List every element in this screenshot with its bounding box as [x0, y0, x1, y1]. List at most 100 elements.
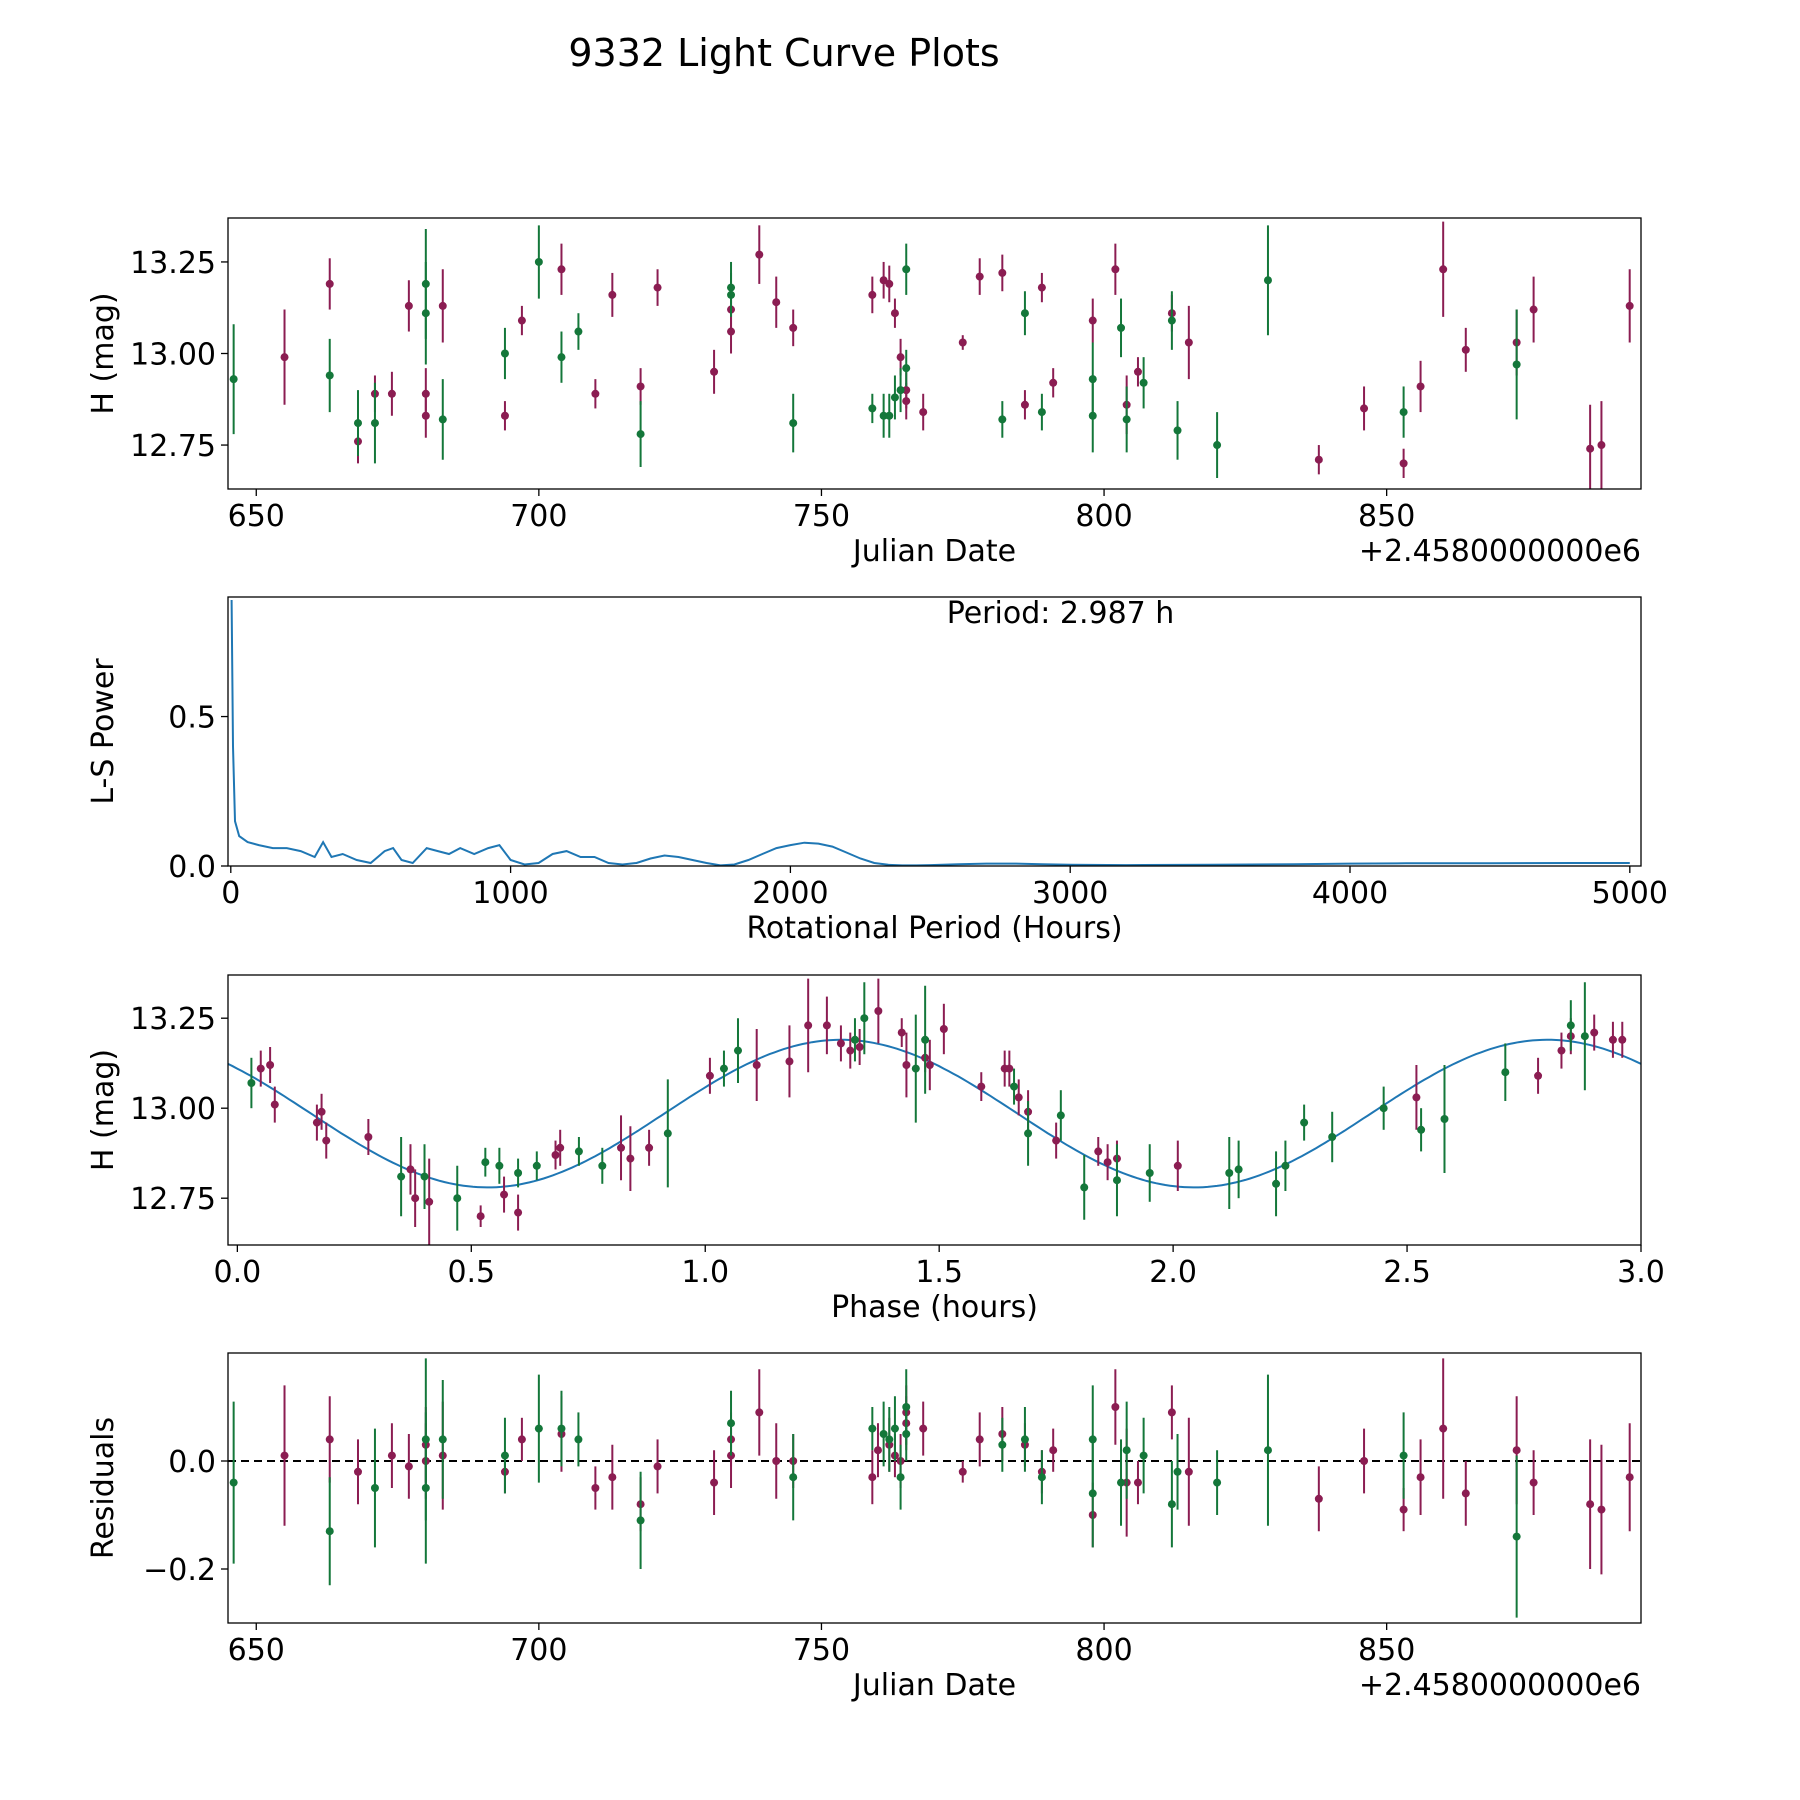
- data-point-band_a: [517, 1435, 526, 1444]
- x-axis-label: Phase (hours): [831, 1290, 1038, 1325]
- data-point-band_a: [325, 279, 334, 288]
- y-axis-label: L-S Power: [86, 658, 121, 805]
- data-point-band_a: [1625, 1473, 1634, 1482]
- data-point-band_a: [1461, 345, 1470, 354]
- data-point-band_a: [556, 1143, 565, 1152]
- data-point-band_a: [1037, 283, 1046, 292]
- data-point-band_b: [902, 1403, 911, 1411]
- axes-frame: [227, 974, 1642, 1246]
- data-point-band_b: [1580, 1032, 1589, 1041]
- data-point-band_a: [772, 1457, 781, 1465]
- data-point-band_b: [1399, 1451, 1408, 1460]
- data-point-band_b: [1512, 1532, 1521, 1541]
- data-point-band_b: [1020, 309, 1029, 318]
- data-point-band_b: [896, 1473, 905, 1482]
- data-point-band_b: [789, 419, 798, 428]
- x-tick-label: 1.0: [681, 1255, 729, 1290]
- data-point-band_b: [1512, 360, 1521, 369]
- data-point-band_b: [911, 1064, 920, 1073]
- data-point-band_a: [925, 1061, 934, 1069]
- data-point-band_b: [500, 349, 509, 358]
- data-point-band_a: [785, 1057, 794, 1066]
- data-point-band_a: [975, 272, 984, 281]
- panel-periodogram: 0 1000 2000 3000 4000 5000 0.0 0.5 Rotational Pe…: [86, 596, 1668, 946]
- data-point-band_b: [1440, 1115, 1449, 1123]
- data-point-band_b: [1566, 1021, 1575, 1030]
- data-point-band_a: [772, 298, 781, 307]
- data-point-band_a: [958, 338, 967, 347]
- data-point-band_a: [1534, 1071, 1543, 1080]
- data-point-band_a: [879, 276, 888, 285]
- x-tick-label: 3000: [1032, 876, 1108, 911]
- data-point-band_b: [557, 1424, 566, 1433]
- x-tick-label: 750: [793, 1633, 850, 1668]
- x-tick-label: 4000: [1312, 876, 1388, 911]
- data-point-band_b: [1263, 276, 1272, 285]
- data-point-band_a: [280, 1451, 289, 1460]
- data-point-band_a: [500, 1190, 509, 1199]
- data-point-band_a: [977, 1082, 986, 1091]
- data-point-band_a: [1461, 1489, 1470, 1498]
- data-point-band_a: [1173, 1161, 1182, 1170]
- data-point-band_b: [325, 1527, 334, 1536]
- data-point-band_b: [1263, 1446, 1272, 1455]
- data-point-band_a: [608, 290, 617, 299]
- panel-residuals: 650 700 750 800 850 −0.2 0.0 Julian Date Residua…: [86, 1352, 1642, 1703]
- data-point-band_b: [1281, 1161, 1290, 1170]
- data-point-band_a: [752, 1061, 761, 1069]
- data-point-band_b: [1300, 1118, 1309, 1127]
- data-point-band_b: [229, 1478, 238, 1487]
- y-tick-label: 12.75: [130, 429, 216, 464]
- x-tick-label: 800: [1075, 1633, 1132, 1668]
- data-point-band_a: [939, 1025, 948, 1033]
- data-point-band_b: [1037, 408, 1046, 417]
- data-point-band_b: [1379, 1104, 1388, 1113]
- data-point-band_a: [626, 1154, 635, 1163]
- data-point-band_b: [733, 1046, 742, 1055]
- x-axis-label: Rotational Period (Hours): [746, 911, 1122, 946]
- data-point-band_b: [1010, 1082, 1019, 1091]
- data-point-band_b: [902, 265, 911, 274]
- data-point-band_b: [998, 1440, 1007, 1449]
- figure-title: 9332 Light Curve Plots: [568, 31, 999, 75]
- data-point-band_a: [1052, 1136, 1061, 1145]
- data-point-band_b: [514, 1169, 523, 1177]
- data-point-band_b: [1167, 1500, 1176, 1509]
- data-point-band_b: [1225, 1169, 1234, 1177]
- data-point-band_b: [1088, 411, 1097, 420]
- data-point-band_a: [476, 1212, 485, 1221]
- data-point-band_a: [1088, 316, 1097, 325]
- data-point-band_b: [481, 1158, 490, 1167]
- data-point-band_a: [975, 1435, 984, 1444]
- data-point-band_a: [868, 290, 877, 299]
- data-point-band_a: [1625, 301, 1634, 310]
- x-tick-label: 700: [510, 499, 567, 534]
- data-point-band_b: [1173, 426, 1182, 435]
- data-point-band_a: [1314, 455, 1323, 464]
- axes-frame: [227, 596, 1642, 867]
- data-point-band_a: [636, 382, 645, 391]
- x-tick-label: 2.0: [1149, 1255, 1197, 1290]
- data-point-band_b: [574, 1147, 583, 1156]
- data-point-band_b: [1056, 1111, 1065, 1120]
- data-point-band_a: [353, 1467, 362, 1476]
- y-tick-label: 0.5: [168, 701, 216, 736]
- data-point-band_b: [438, 415, 447, 424]
- data-point-band_a: [256, 1064, 265, 1073]
- data-point-band_a: [755, 1408, 764, 1417]
- data-point-band_b: [896, 386, 905, 395]
- x-tick-label: 700: [510, 1633, 567, 1668]
- data-point-band_a: [846, 1046, 855, 1055]
- data-point-band_a: [919, 1424, 928, 1433]
- data-point-band_a: [608, 1473, 617, 1482]
- y-tick-label: −0.2: [143, 1553, 216, 1588]
- data-point-band_b: [500, 1451, 509, 1460]
- data-point-band_a: [1111, 265, 1120, 274]
- data-point-band_a: [710, 1478, 719, 1487]
- data-point-band_b: [890, 393, 899, 402]
- y-tick-label: 13.25: [130, 246, 216, 281]
- data-point-band_b: [397, 1172, 406, 1181]
- data-point-band_a: [1608, 1035, 1617, 1044]
- data-point-band_a: [1314, 1494, 1323, 1503]
- data-point-band_b: [885, 1435, 894, 1444]
